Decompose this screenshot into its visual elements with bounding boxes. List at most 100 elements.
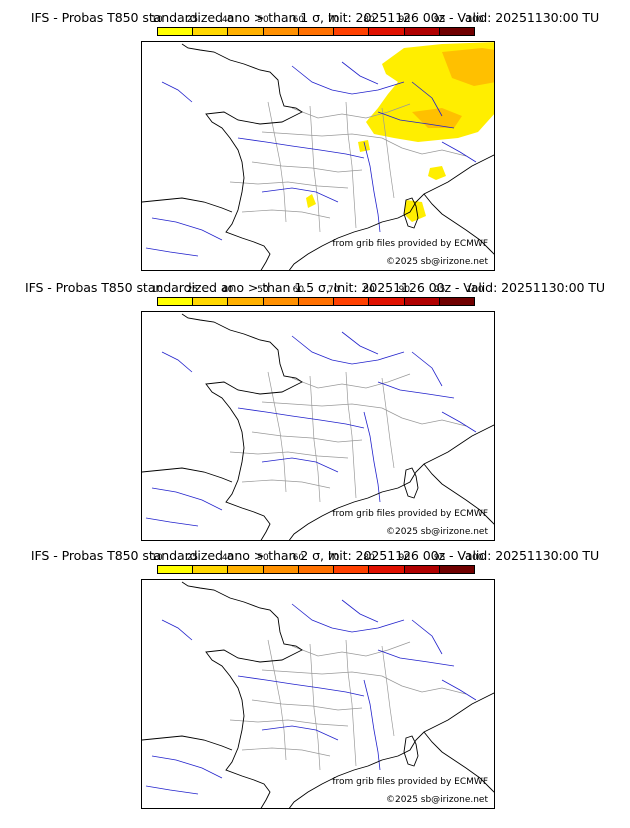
admin-border — [381, 377, 395, 469]
probability-area — [358, 140, 370, 152]
colorbar — [157, 565, 475, 574]
river — [441, 679, 477, 701]
admin-border — [241, 747, 331, 757]
admin-border — [309, 105, 321, 233]
admin-border — [229, 181, 349, 189]
river — [341, 61, 379, 85]
colorbar-tick-label: 80 — [363, 285, 375, 295]
admin-border — [381, 407, 467, 427]
river — [411, 619, 443, 655]
admin-border — [261, 401, 383, 409]
colorbar-cell — [439, 298, 474, 305]
colorbar-tick-label: 95 — [433, 15, 446, 25]
probability-map — [142, 581, 494, 808]
admin-border — [229, 451, 349, 459]
colorbar — [157, 297, 475, 306]
admin-border — [381, 137, 467, 157]
colorbar-tick-label: 60 — [292, 553, 305, 563]
river — [145, 785, 199, 795]
admin-border — [291, 103, 411, 119]
colorbar-ticks: 10 25 40 50 60 70 80 90 95 100 — [0, 553, 630, 565]
probability-area-high — [442, 48, 494, 86]
panel-1: IFS - Probas T850 standardized ano > tha… — [0, 0, 630, 276]
copyright-credit: ©2025 sb@irizone.net — [386, 257, 488, 267]
river — [237, 675, 365, 697]
river — [377, 649, 455, 667]
colorbar-tick-label: 80 — [363, 15, 375, 25]
admin-border — [309, 375, 321, 503]
corsica-coastline — [403, 467, 419, 499]
panel-2: IFS - Probas T850 standardized ano > tha… — [0, 270, 630, 546]
admin-border — [345, 639, 357, 767]
colorbar-cell — [228, 28, 264, 35]
colorbar-cell — [439, 28, 474, 35]
admin-border — [267, 371, 287, 493]
colorbar-cell — [334, 28, 370, 35]
river — [145, 247, 199, 257]
coastline — [423, 731, 494, 793]
colorbar-tick-label: 100 — [466, 285, 484, 295]
colorbar-tick-label: 10 — [151, 15, 163, 25]
colorbar-cell — [263, 566, 299, 573]
colorbar-cell — [298, 28, 335, 35]
colorbar-tick-label: 90 — [398, 553, 411, 563]
colorbar-cell — [404, 566, 440, 573]
colorbar-cell — [158, 566, 194, 573]
river — [261, 457, 339, 473]
admin-border — [309, 643, 321, 771]
colorbar-cell — [369, 566, 405, 573]
colorbar-tick-label: 25 — [186, 285, 199, 295]
colorbar-tick-label: 70 — [327, 553, 340, 563]
copyright-credit: ©2025 sb@irizone.net — [386, 795, 488, 805]
panel-3: IFS - Probas T850 standardized ano > tha… — [0, 538, 630, 814]
river — [363, 679, 381, 771]
source-credit: from grib files provided by ECMWF — [332, 239, 488, 249]
admin-border — [229, 719, 349, 727]
colorbar-tick-label: 70 — [327, 285, 340, 295]
admin-border — [241, 479, 331, 489]
river — [261, 725, 339, 741]
river — [161, 351, 193, 373]
colorbar-tick-label: 10 — [151, 285, 163, 295]
colorbar-cell — [158, 298, 194, 305]
river — [261, 187, 339, 203]
admin-border — [345, 371, 357, 499]
colorbar-tick-label: 10 — [151, 553, 163, 563]
river — [441, 141, 477, 163]
coastline — [181, 43, 303, 270]
river — [291, 335, 405, 365]
colorbar-cell — [298, 298, 335, 305]
river — [161, 81, 193, 103]
probability-area — [428, 166, 446, 180]
probability-area — [306, 194, 316, 208]
colorbar-tick-label: 50 — [257, 553, 269, 563]
colorbar-cell — [263, 28, 299, 35]
colorbar-cell — [263, 298, 299, 305]
colorbar-tick-label: 100 — [466, 15, 484, 25]
coastline — [142, 197, 233, 213]
colorbar-cell — [193, 566, 229, 573]
colorbar-cell — [193, 298, 229, 305]
river — [291, 603, 405, 633]
river — [151, 487, 223, 511]
colorbar-tick-label: 60 — [292, 15, 305, 25]
colorbar-tick-label: 40 — [221, 553, 234, 563]
river — [411, 81, 443, 117]
admin-border — [261, 669, 383, 677]
river — [151, 217, 223, 241]
river — [341, 599, 379, 623]
colorbar-cell — [334, 298, 370, 305]
colorbar-cell — [404, 28, 440, 35]
corsica-coastline — [403, 197, 419, 229]
colorbar-cell — [369, 298, 405, 305]
river — [291, 65, 405, 95]
colorbar-tick-label: 90 — [398, 285, 411, 295]
coastline — [423, 463, 494, 525]
admin-border — [267, 639, 287, 761]
colorbar-cell — [404, 298, 440, 305]
river — [151, 755, 223, 779]
colorbar-cell — [334, 566, 370, 573]
colorbar-cell — [228, 298, 264, 305]
river — [237, 137, 365, 159]
river — [341, 331, 379, 355]
